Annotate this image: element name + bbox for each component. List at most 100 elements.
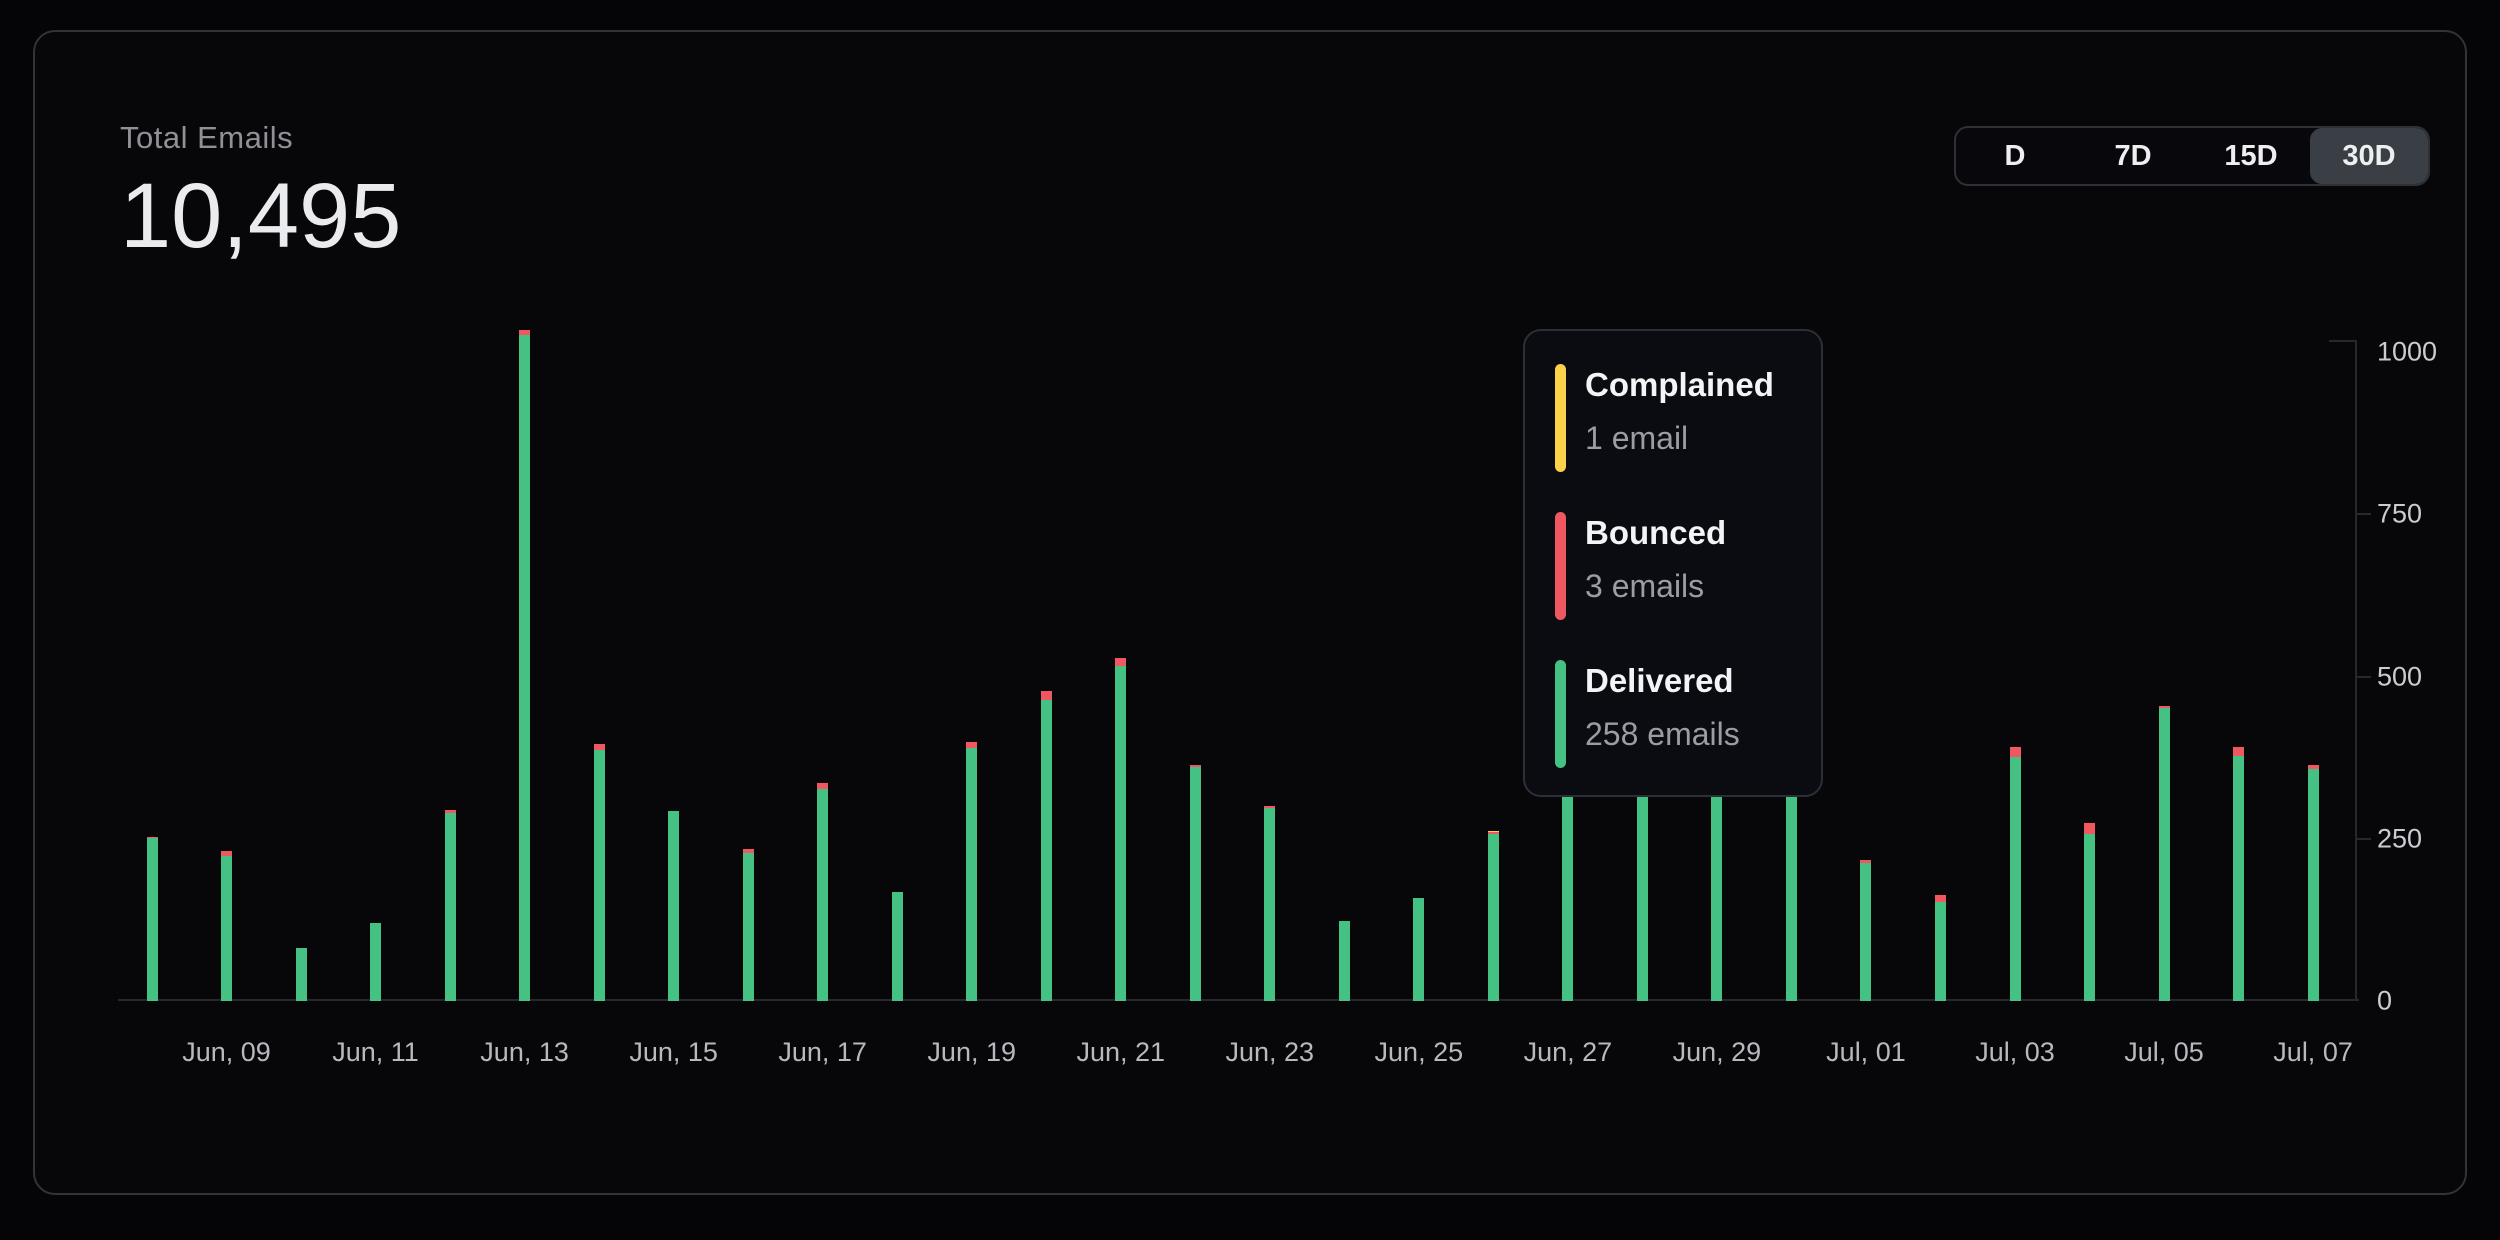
bar-segment [668, 810, 680, 1001]
summary-label: Total Emails [120, 120, 294, 155]
bar-segment [2233, 746, 2245, 756]
bar-segment [295, 947, 307, 1001]
summary-value: 10,495 [120, 165, 402, 267]
x-axis-label: Jul, 07 [2273, 1037, 2353, 1067]
x-axis-label: Jul, 03 [1975, 1037, 2055, 1067]
bar-segment [2307, 768, 2319, 1001]
bar-jun-16[interactable] [742, 849, 754, 1001]
bar-segment [1860, 860, 1872, 863]
y-axis-tick [2357, 675, 2371, 678]
bar-jul-03[interactable] [2009, 746, 2021, 1001]
bar-jun-14[interactable] [593, 744, 605, 1001]
bar-jun-20[interactable] [1040, 691, 1052, 1001]
bar-segment [444, 813, 456, 1001]
range-option-7d[interactable]: 7D [2114, 139, 2152, 172]
y-axis-top-cap [2329, 340, 2355, 342]
bar-segment [146, 836, 158, 839]
summary-block: Total Emails 10,495 [120, 120, 401, 269]
tooltip-entry-complained: Complained 1 email [1555, 364, 1801, 472]
bar-jul-05[interactable] [2158, 706, 2170, 1001]
tooltip-label: Delivered [1585, 662, 1734, 699]
bar-segment [1562, 668, 1574, 1001]
bar-segment [1040, 699, 1052, 1001]
bar-jul-07[interactable] [2307, 764, 2319, 1001]
tooltip-entry-delivered: Delivered 258 emails [1555, 660, 1801, 768]
bar-jun-21[interactable] [1115, 658, 1127, 1001]
bar-segment [1785, 661, 1797, 1001]
bar-segment [2084, 823, 2096, 834]
bar-segment [1189, 767, 1201, 1001]
bar-segment [966, 747, 978, 1001]
bar-jun-08[interactable] [146, 836, 158, 1001]
range-option-30d[interactable]: 30D [2310, 128, 2428, 184]
bar-jun-09[interactable] [221, 851, 233, 1001]
bar-jun-24[interactable] [1338, 921, 1350, 1001]
bar-jun-26[interactable] [1487, 830, 1499, 1001]
x-axis-label: Jun, 27 [1523, 1037, 1613, 1067]
bar-jul-01[interactable] [1860, 860, 1872, 1001]
bar-segment [1711, 646, 1723, 1001]
complained-indicator [1555, 364, 1566, 472]
x-axis-label: Jun, 25 [1374, 1037, 1464, 1067]
bar-jun-18[interactable] [891, 891, 903, 1001]
bar-segment [2084, 833, 2096, 1001]
x-axis-label: Jun, 23 [1225, 1037, 1315, 1067]
bar-segment [593, 750, 605, 1001]
bar-jul-04[interactable] [2084, 823, 2096, 1001]
bar-jun-22[interactable] [1189, 764, 1201, 1001]
bar-segment [1860, 862, 1872, 1001]
bar-jun-17[interactable] [817, 782, 829, 1001]
bar-segment [1487, 831, 1499, 834]
bar-jun-11[interactable] [370, 923, 382, 1001]
bar-segment [742, 849, 754, 854]
range-option-15d[interactable]: 15D [2224, 139, 2278, 172]
bar-segment [370, 923, 382, 1001]
chart-tooltip: Complained 1 email Bounced 3 emails Deli… [1523, 329, 1823, 797]
bar-segment [1040, 691, 1052, 700]
range-option-d[interactable]: D [2004, 139, 2026, 172]
bar-jun-12[interactable] [444, 810, 456, 1001]
bar-jun-25[interactable] [1413, 898, 1425, 1001]
bar-segment [1115, 666, 1127, 1001]
x-axis-line [118, 999, 2359, 1001]
x-axis-label: Jul, 05 [2124, 1037, 2204, 1067]
bar-jun-13[interactable] [519, 329, 531, 1001]
bar-jul-02[interactable] [1934, 894, 1946, 1001]
bar-segment [1264, 808, 1276, 1001]
x-axis-label: Jun, 11 [332, 1037, 419, 1067]
bar-jun-23[interactable] [1264, 805, 1276, 1001]
tooltip-label: Bounced [1585, 514, 1727, 551]
bar-segment [966, 742, 978, 748]
x-axis-label: Jun, 09 [182, 1037, 271, 1067]
x-axis-label: Jun, 17 [778, 1037, 867, 1067]
bar-jul-06[interactable] [2233, 746, 2245, 1001]
tooltip-value: 3 emails [1585, 568, 1705, 604]
bar-jun-15[interactable] [668, 810, 680, 1001]
time-range-selector: D 7D 15D 30D [1954, 126, 2430, 186]
bar-segment [1487, 830, 1499, 832]
bar-segment [146, 838, 158, 1001]
bar-jun-10[interactable] [295, 947, 307, 1001]
bar-segment [2158, 706, 2170, 709]
bar-segment [2307, 764, 2319, 769]
bar-segment [444, 810, 456, 814]
y-axis-label: 750 [2377, 498, 2423, 529]
bar-segment [1934, 902, 1946, 1001]
bar-segment [1934, 894, 1946, 903]
bar-segment [817, 782, 829, 789]
bar-segment [2158, 708, 2170, 1001]
bar-segment [593, 744, 605, 751]
plot-area [35, 329, 2500, 1001]
tooltip-entry-bounced: Bounced 3 emails [1555, 512, 1801, 620]
bar-segment [891, 891, 903, 1001]
bar-segment [221, 851, 233, 856]
y-axis-tick [2357, 837, 2371, 840]
bar-segment [1338, 921, 1350, 1001]
bar-segment [1487, 833, 1499, 1001]
bar-jun-19[interactable] [966, 742, 978, 1001]
x-axis-label: Jun, 15 [629, 1037, 718, 1067]
tooltip-value: 258 emails [1585, 716, 1740, 752]
y-axis-tick [2357, 513, 2371, 516]
bar-segment [519, 335, 531, 1001]
